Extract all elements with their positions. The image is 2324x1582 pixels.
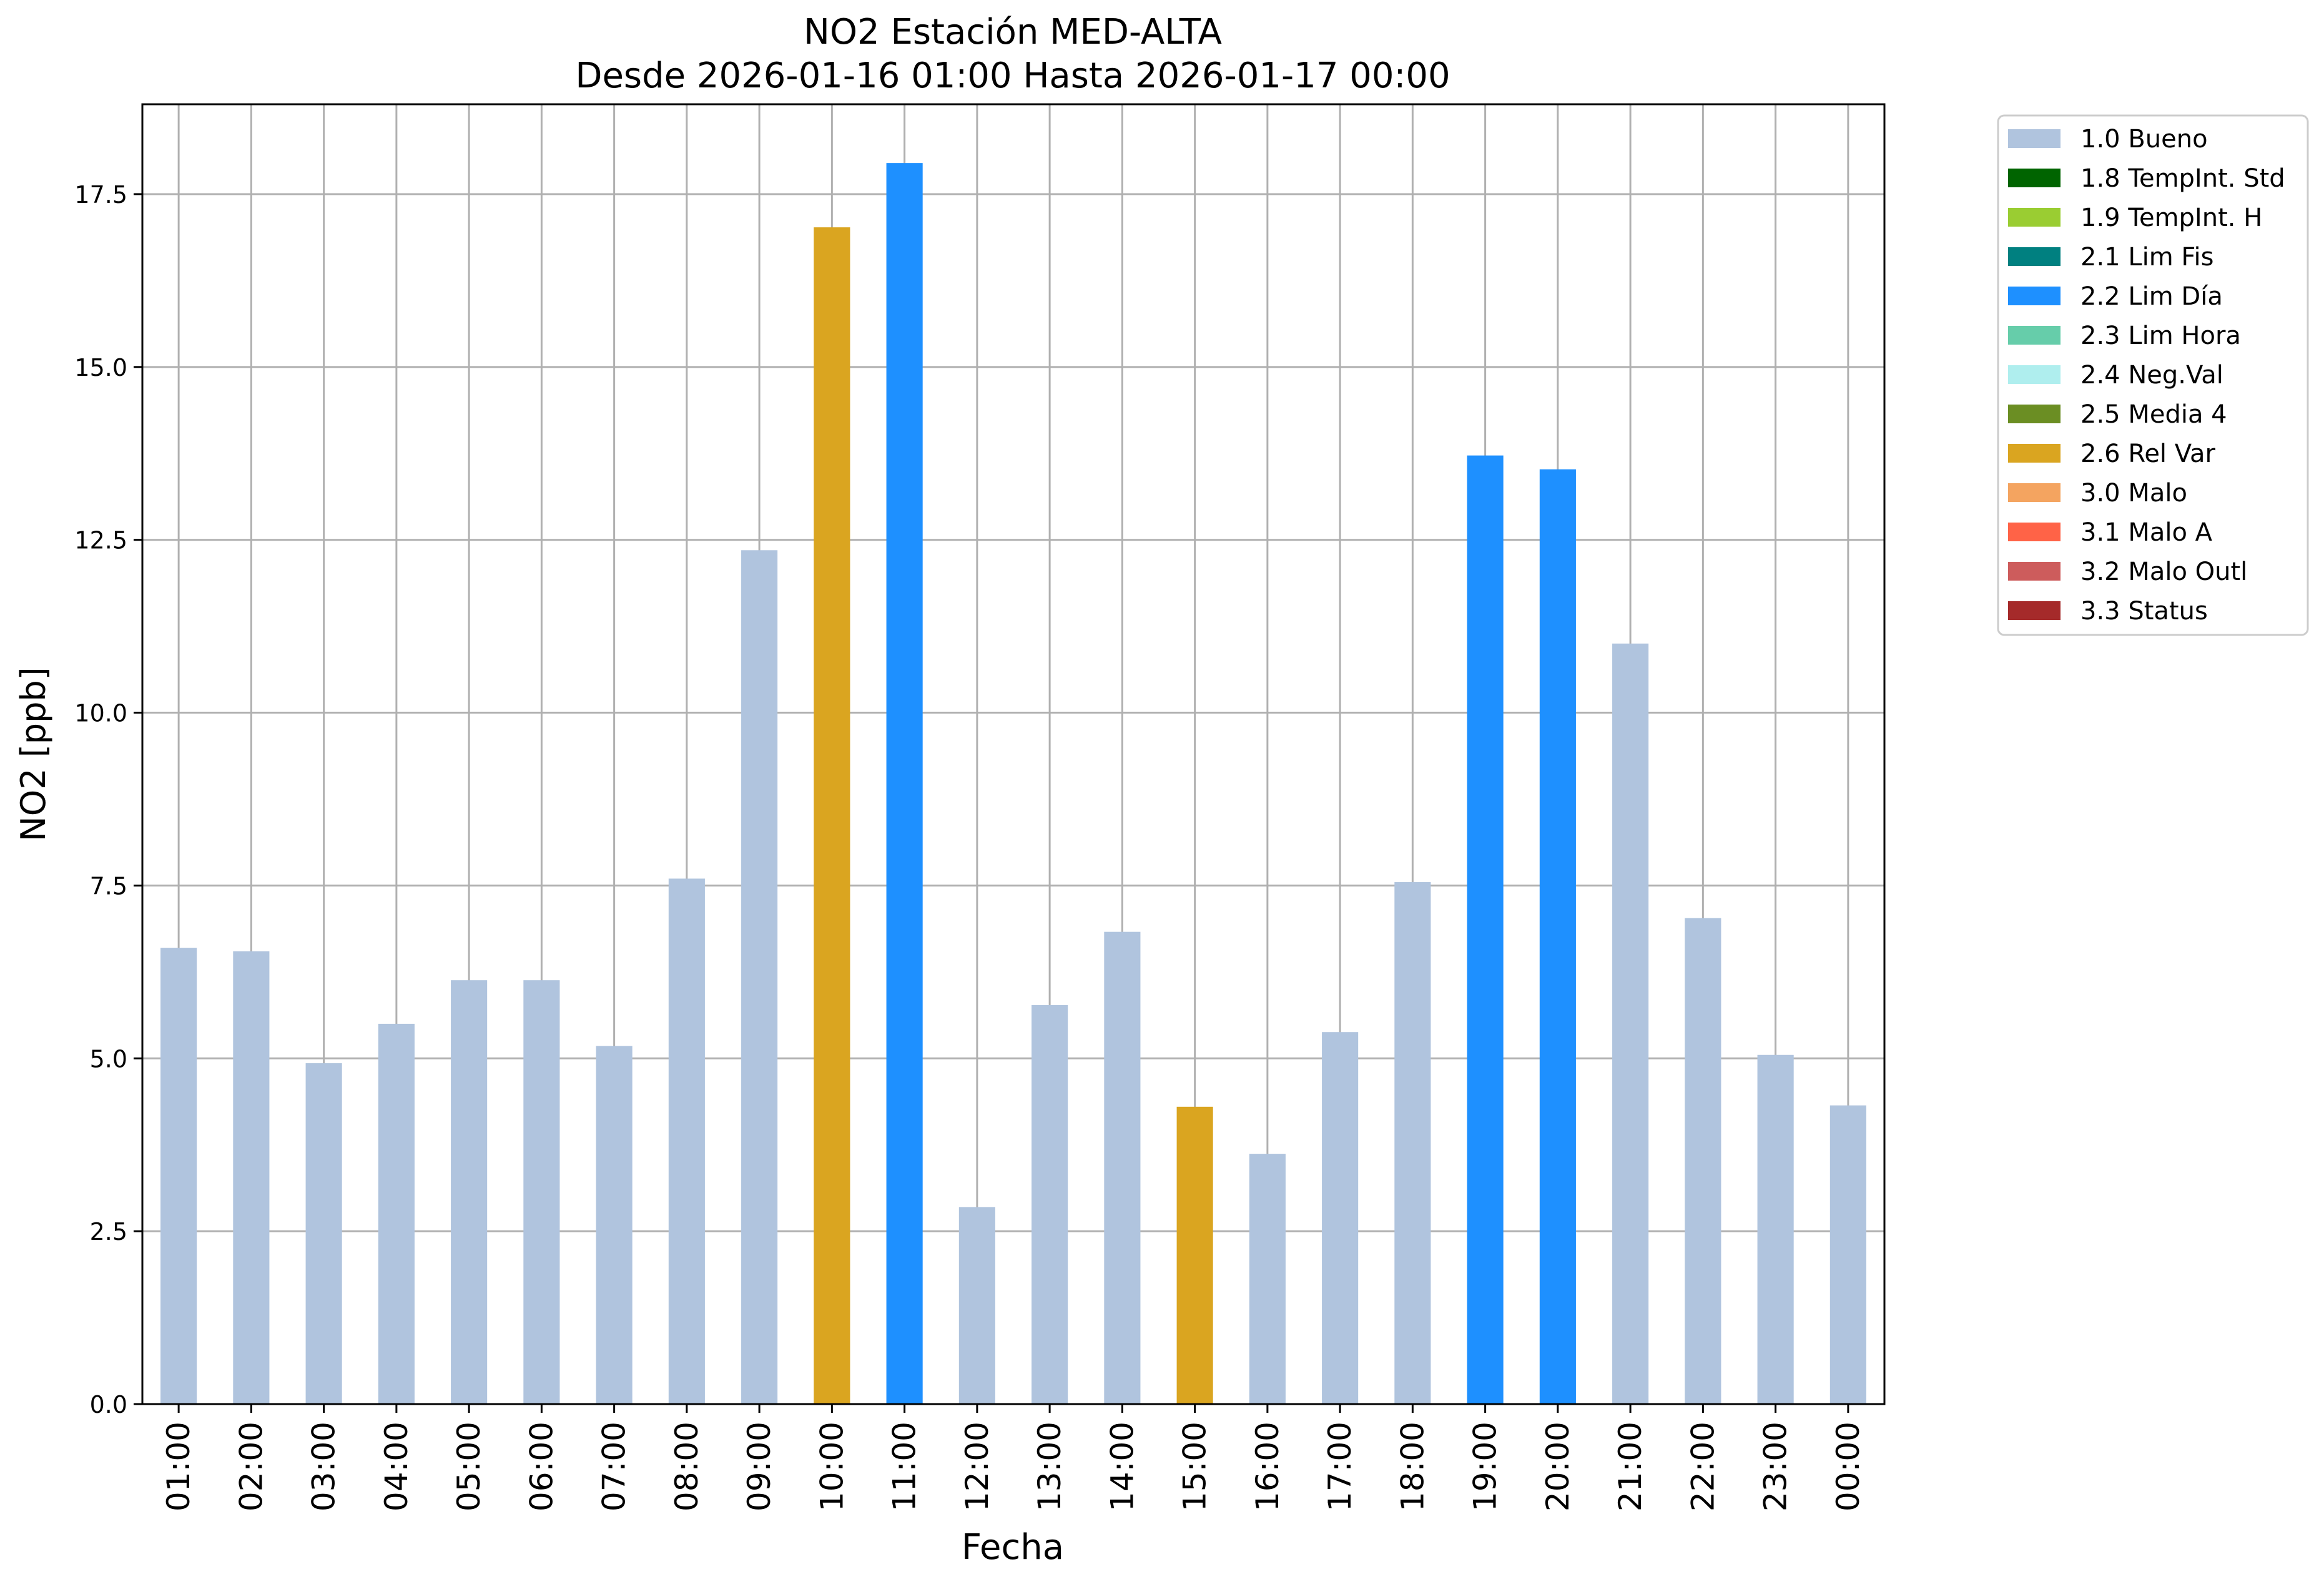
x-tick-label: 18:00	[1394, 1422, 1430, 1511]
legend-entry-label: 2.4 Neg.Val	[2080, 361, 2223, 390]
legend-entry-label: 3.1 Malo A	[2080, 518, 2213, 547]
x-tick-label: 11:00	[887, 1422, 923, 1511]
x-tick-label: 23:00	[1758, 1422, 1794, 1511]
x-tick-label: 01:00	[160, 1422, 197, 1511]
legend-swatch	[2008, 601, 2061, 620]
bar-08:00	[668, 878, 705, 1404]
legend-swatch	[2008, 129, 2061, 148]
bar-06:00	[523, 980, 560, 1404]
x-tick-label: 06:00	[523, 1422, 559, 1511]
bar-07:00	[596, 1046, 633, 1404]
legend-swatch	[2008, 523, 2061, 541]
y-tick-label: 12.5	[74, 527, 127, 554]
legend-entry-label: 3.3 Status	[2080, 597, 2208, 626]
legend-swatch	[2008, 444, 2061, 463]
legend-swatch	[2008, 247, 2061, 266]
bar-16:00	[1249, 1154, 1286, 1404]
y-axis-label: NO2 [ppb]	[14, 667, 53, 841]
legend-swatch	[2008, 169, 2061, 187]
x-tick-label: 08:00	[669, 1422, 705, 1511]
bar-12:00	[958, 1207, 995, 1404]
x-tick-label: 19:00	[1467, 1422, 1504, 1511]
y-tick-label: 0.0	[90, 1391, 127, 1418]
bar-23:00	[1757, 1054, 1794, 1404]
bar-02:00	[233, 951, 270, 1404]
legend-entry-label: 1.0 Bueno	[2080, 125, 2208, 154]
bar-03:00	[305, 1063, 342, 1404]
x-tick-label: 09:00	[741, 1422, 777, 1511]
legend-entry-label: 3.0 Malo	[2080, 479, 2187, 508]
legend-swatch	[2008, 562, 2061, 581]
x-tick-label: 13:00	[1032, 1422, 1068, 1511]
x-tick-label: 10:00	[814, 1422, 850, 1511]
legend-swatch	[2008, 326, 2061, 345]
y-tick-label: 7.5	[90, 872, 127, 900]
x-tick-label: 05:00	[451, 1422, 487, 1511]
bar-17:00	[1322, 1032, 1359, 1404]
x-tick-label: 03:00	[306, 1422, 342, 1511]
bar-14:00	[1104, 931, 1141, 1404]
bar-11:00	[886, 163, 923, 1405]
x-tick-label: 02:00	[233, 1422, 269, 1511]
x-tick-label: 15:00	[1177, 1422, 1213, 1511]
bar-21:00	[1612, 643, 1649, 1404]
y-tick-label: 17.5	[74, 181, 127, 209]
legend-entry-label: 3.2 Malo Outl	[2080, 558, 2247, 586]
x-tick-label: 22:00	[1685, 1422, 1721, 1511]
legend-swatch	[2008, 287, 2061, 305]
legend-swatch	[2008, 405, 2061, 423]
x-tick-label: 00:00	[1830, 1422, 1866, 1511]
legend-entry-label: 2.6 Rel Var	[2080, 440, 2216, 468]
legend-swatch	[2008, 208, 2061, 227]
x-axis-label: Fecha	[962, 1527, 1064, 1568]
bar-00:00	[1829, 1105, 1866, 1404]
legend-box	[1997, 114, 2309, 636]
chart-subtitle: Desde 2026-01-16 01:00 Hasta 2026-01-17 …	[575, 56, 1450, 96]
legend: 1.0 Bueno 1.8 TempInt. Std 1.9 TempInt. H 2…	[1997, 114, 2309, 636]
bar-13:00	[1032, 1005, 1068, 1404]
y-tick-label: 10.0	[74, 700, 127, 727]
legend-entry-label: 1.8 TempInt. Std	[2080, 164, 2285, 193]
bar-04:00	[378, 1023, 415, 1404]
x-tick-label: 20:00	[1540, 1422, 1576, 1511]
legend-entry-label: 2.3 Lim Hora	[2080, 322, 2241, 350]
legend-swatch	[2008, 483, 2061, 502]
y-tick-label: 15.0	[74, 354, 127, 381]
x-tick-label: 04:00	[378, 1422, 415, 1511]
plot-frame	[141, 103, 1886, 1405]
legend-entry-label: 2.2 Lim Día	[2080, 282, 2223, 311]
bar-01:00	[160, 948, 197, 1404]
bar-10:00	[814, 227, 850, 1405]
bar-22:00	[1685, 918, 1721, 1404]
legend-entry-label: 1.9 TempInt. H	[2080, 204, 2262, 232]
y-axis-ticks: 0.0 2.5 5.0 7.5 10.0 12.5 15.0 17.5	[74, 181, 142, 1418]
x-tick-label: 17:00	[1322, 1422, 1358, 1511]
bar-15:00	[1176, 1106, 1213, 1404]
x-tick-label: 07:00	[596, 1422, 633, 1511]
bar-18:00	[1394, 882, 1431, 1404]
bar-05:00	[451, 980, 488, 1404]
y-tick-label: 5.0	[90, 1045, 127, 1073]
bar-09:00	[741, 550, 778, 1404]
x-tick-label: 16:00	[1249, 1422, 1286, 1511]
chart-title: NO2 Estación MED-ALTA	[804, 12, 1222, 52]
x-axis-ticks: 01:00 02:00 03:00 04:00 05:00 06:00 07:00 08:00…	[160, 1404, 1866, 1511]
legend-entry-label: 2.1 Lim Fis	[2080, 243, 2213, 272]
y-tick-label: 2.5	[90, 1218, 127, 1245]
bar-19:00	[1467, 455, 1504, 1404]
x-tick-label: 12:00	[959, 1422, 995, 1511]
x-tick-label: 14:00	[1104, 1422, 1140, 1511]
bars	[160, 163, 1866, 1405]
x-tick-label: 21:00	[1612, 1422, 1648, 1511]
legend-entry-label: 2.5 Media 4	[2080, 400, 2227, 429]
legend-swatch	[2008, 365, 2061, 384]
bar-20:00	[1539, 469, 1576, 1404]
